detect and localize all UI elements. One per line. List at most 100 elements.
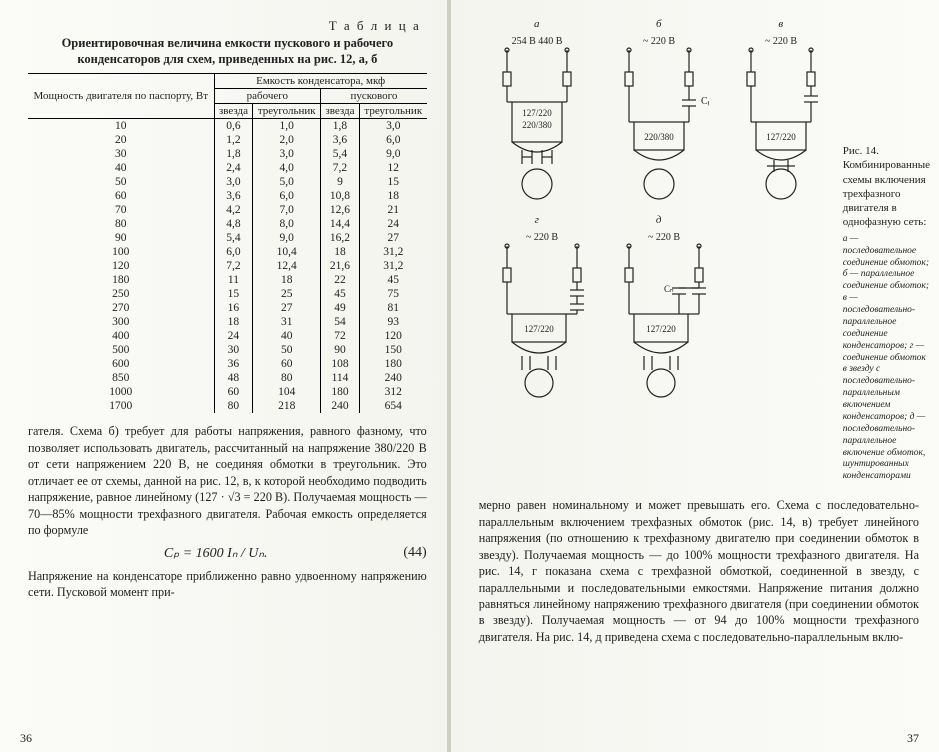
right-paragraph-1: мерно равен номинальному и может превыша…: [479, 497, 919, 645]
table-cell: 7,2: [321, 161, 360, 175]
table-cell: 1,8: [321, 119, 360, 134]
table-row: 201,22,03,66,0: [28, 133, 427, 147]
svg-text:~ 220 В: ~ 220 В: [526, 232, 558, 243]
diag-b-volt: ~ 220 В: [643, 36, 675, 47]
table-cell: 16,2: [321, 231, 360, 245]
table-cell: 16: [214, 301, 253, 315]
table-row: 100,61,01,83,0: [28, 119, 427, 134]
diagram-a-svg: 254 В 440 В 127/220 220/380: [487, 32, 587, 202]
table-cell: 4,0: [253, 161, 321, 175]
table-cell: 80: [253, 371, 321, 385]
table-cell: 250: [28, 287, 214, 301]
table-cell: 10,4: [253, 245, 321, 259]
table-cell: 270: [28, 301, 214, 315]
svg-text:127/220: 127/220: [524, 324, 554, 334]
table-cell: 49: [321, 301, 360, 315]
table-cell: 18: [253, 273, 321, 287]
table-cell: 100: [28, 245, 214, 259]
table-cell: 21: [359, 203, 426, 217]
svg-text:220/380: 220/380: [522, 120, 552, 130]
svg-text:Cₙ: Cₙ: [664, 284, 674, 294]
table-cell: 312: [359, 385, 426, 399]
col-star-2: звезда: [321, 104, 360, 119]
table-cell: 75: [359, 287, 426, 301]
table-row: 1207,212,421,631,2: [28, 259, 427, 273]
table-cell: 500: [28, 343, 214, 357]
table-cell: 180: [321, 385, 360, 399]
diag-a-volt: 254 В 440 В: [511, 36, 562, 47]
table-cell: 120: [28, 259, 214, 273]
table-cell: 60: [28, 189, 214, 203]
table-cell: 21,6: [321, 259, 360, 273]
svg-text:~ 220 В: ~ 220 В: [648, 232, 680, 243]
formula-number: (44): [403, 545, 426, 561]
table-cell: 150: [359, 343, 426, 357]
diagram-e-letter: д: [609, 214, 709, 226]
table-cell: 50: [28, 175, 214, 189]
table-cell: 40: [28, 161, 214, 175]
right-page: а 254 В 440 В 127/220 220/380: [451, 0, 939, 752]
table-cell: 300: [28, 315, 214, 329]
col-group: Емкость конденсатора, мкф: [214, 74, 427, 89]
col-working: рабочего: [214, 89, 321, 104]
table-cell: 72: [321, 329, 360, 343]
table-label: Т а б л и ц а: [28, 18, 421, 34]
table-cell: 218: [253, 399, 321, 413]
figure-caption-block: Рис. 14. Комбинированные схемы включения…: [843, 18, 930, 483]
table-cell: 104: [253, 385, 321, 399]
table-cell: 45: [321, 287, 360, 301]
table-caption: Ориентировочная величина емкости пусково…: [28, 36, 427, 67]
left-paragraph-1: гателя. Схема б) требует для работы напр…: [28, 423, 427, 538]
fig14-legend: а — последовательное соединение обмоток;…: [843, 234, 930, 483]
table-cell: 9: [321, 175, 360, 189]
table-cell: 12,6: [321, 203, 360, 217]
diagram-b: б ~ 220 В Cₚ 220/380: [609, 18, 709, 202]
diagram-e-svg: ~ 220 В Cₙ 127/220: [609, 228, 719, 398]
page-number-left: 36: [20, 731, 32, 746]
table-cell: 18: [359, 189, 426, 203]
left-page: Т а б л и ц а Ориентировочная величина е…: [0, 0, 451, 752]
table-cell: 30: [28, 147, 214, 161]
col-delta-2: треугольник: [359, 104, 426, 119]
diagram-a: а 254 В 440 В 127/220 220/380: [487, 18, 587, 202]
table-cell: 31,2: [359, 245, 426, 259]
table-cell: 180: [359, 357, 426, 371]
diagram-e: д ~ 220 В Cₙ: [609, 214, 709, 398]
table-cell: 1,8: [214, 147, 253, 161]
table-cell: 81: [359, 301, 426, 315]
table-cell: 5,4: [214, 231, 253, 245]
table-cell: 6,0: [214, 245, 253, 259]
table-row: 27016274981: [28, 301, 427, 315]
table-row: 18011182245: [28, 273, 427, 287]
table-row: 603,66,010,818: [28, 189, 427, 203]
table-row: 100060104180312: [28, 385, 427, 399]
table-cell: 15: [214, 287, 253, 301]
col-star-1: звезда: [214, 104, 253, 119]
table-cell: 850: [28, 371, 214, 385]
table-cell: 15: [359, 175, 426, 189]
page-number-right: 37: [907, 731, 919, 746]
table-cell: 24: [359, 217, 426, 231]
table-cell: 2,0: [253, 133, 321, 147]
table-cell: 120: [359, 329, 426, 343]
table-row: 804,88,014,424: [28, 217, 427, 231]
table-cell: 25: [253, 287, 321, 301]
table-cell: 7,2: [214, 259, 253, 273]
table-body: 100,61,01,83,0201,22,03,66,0301,83,05,49…: [28, 119, 427, 414]
table-cell: 30: [214, 343, 253, 357]
svg-text:127/220: 127/220: [646, 324, 676, 334]
table-row: 402,44,07,212: [28, 161, 427, 175]
table-cell: 6,0: [359, 133, 426, 147]
table-cell: 36: [214, 357, 253, 371]
table-cell: 27: [253, 301, 321, 315]
table-cell: 7,0: [253, 203, 321, 217]
table-cell: 5,4: [321, 147, 360, 161]
table-row: 400244072120: [28, 329, 427, 343]
table-cell: 180: [28, 273, 214, 287]
diagram-b-svg: ~ 220 В Cₚ 220/380: [609, 32, 709, 202]
table-row: 905,49,016,227: [28, 231, 427, 245]
table-cell: 90: [321, 343, 360, 357]
table-cell: 14,4: [321, 217, 360, 231]
table-cell: 12,4: [253, 259, 321, 273]
table-cell: 3,0: [253, 147, 321, 161]
